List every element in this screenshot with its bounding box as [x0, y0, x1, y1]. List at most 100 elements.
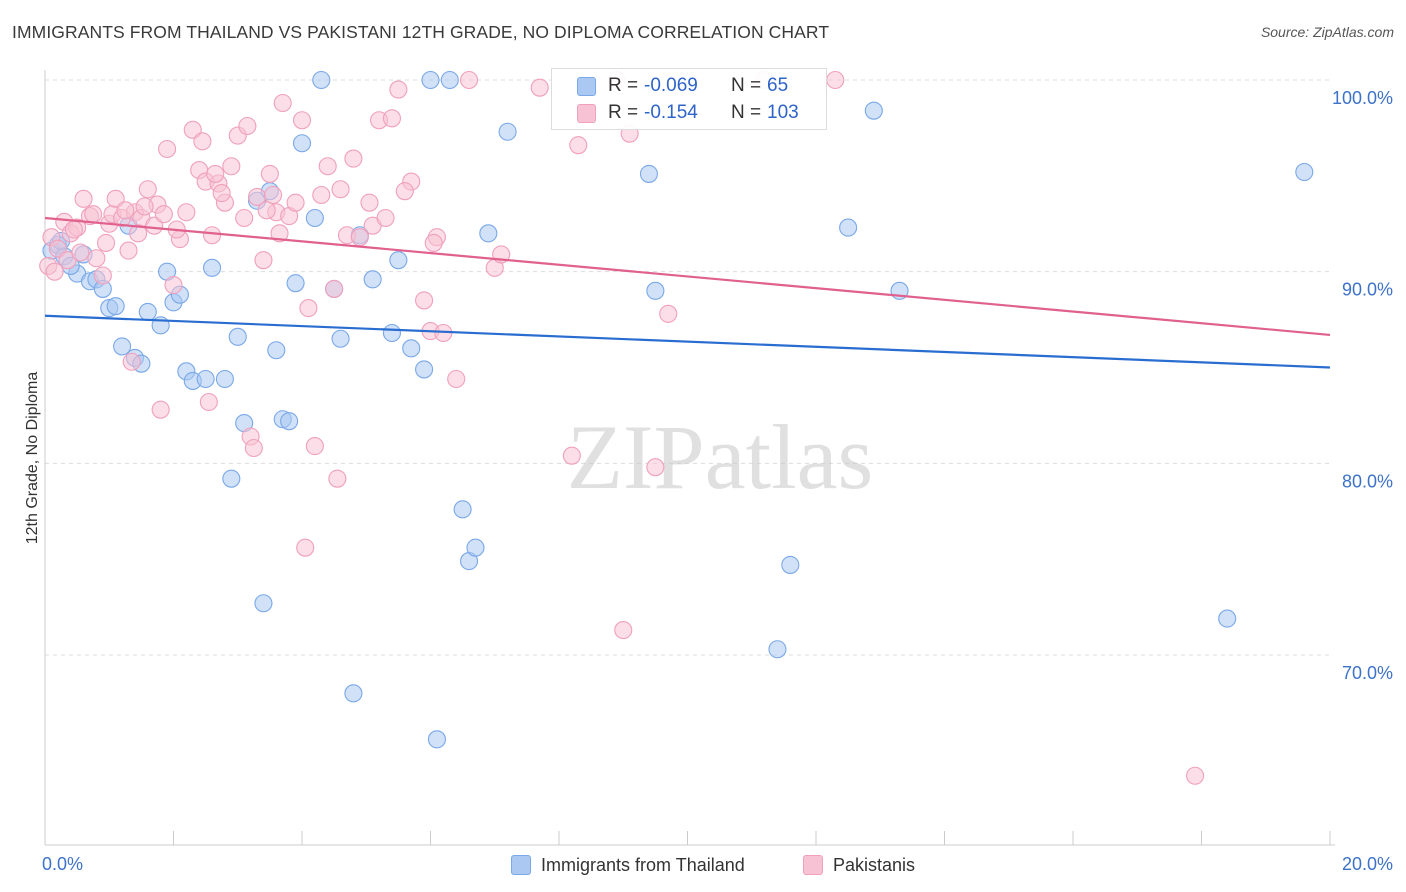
pakistanis-legend-swatch	[803, 855, 823, 875]
data-point	[781, 555, 800, 574]
data-point	[614, 621, 633, 640]
axes	[44, 70, 1335, 846]
legend-label-pakistanis: Pakistanis	[833, 854, 916, 875]
data-point	[440, 70, 459, 90]
data-point	[151, 400, 170, 419]
data-point	[164, 276, 183, 295]
data-point	[84, 205, 103, 224]
data-point	[498, 122, 517, 141]
data-point	[222, 469, 241, 488]
data-point	[382, 109, 402, 128]
data-point	[212, 184, 231, 203]
chart-title: IMMIGRANTS FROM THAILAND VS PAKISTANI 12…	[12, 22, 830, 42]
legend-item-thailand[interactable]: Immigrants from Thailand	[511, 852, 745, 878]
data-point	[64, 220, 83, 239]
data-point	[228, 327, 247, 346]
data-point	[479, 224, 498, 243]
data-point	[138, 302, 157, 321]
data-point	[466, 538, 485, 557]
data-point	[344, 149, 363, 168]
thailand-legend-swatch	[511, 855, 531, 875]
data-point	[280, 412, 299, 431]
data-point	[273, 93, 292, 113]
data-point	[305, 437, 324, 456]
data-point	[193, 132, 212, 151]
y-tick-label: 90.0%	[1342, 280, 1393, 300]
trend-lines	[44, 216, 1331, 369]
data-point	[71, 243, 90, 262]
thailand-swatch	[577, 76, 596, 96]
r-label: R =	[608, 102, 639, 123]
data-point	[154, 205, 173, 224]
data-point	[96, 233, 116, 252]
data-point	[267, 341, 286, 360]
legend-item-pakistanis[interactable]: Pakistanis	[803, 852, 915, 878]
data-point	[569, 136, 588, 155]
data-point	[447, 369, 466, 389]
data-point	[415, 291, 434, 310]
trend-line-1	[44, 216, 1331, 337]
data-point	[1186, 766, 1205, 785]
y-tick-labels: 70.0% 80.0% 90.0% 100.0%	[1332, 88, 1393, 683]
data-point	[402, 339, 421, 358]
data-point	[864, 101, 883, 120]
data-point	[453, 500, 472, 519]
r-value: -0.069	[644, 75, 698, 96]
data-point	[659, 304, 678, 323]
data-point	[238, 116, 257, 136]
data-point	[318, 157, 337, 176]
data-point	[292, 111, 312, 130]
data-point	[113, 337, 132, 356]
data-point	[562, 446, 581, 465]
data-point	[135, 197, 154, 216]
n-value: 65	[767, 75, 789, 96]
data-point	[530, 78, 549, 97]
x-tick-labels: 0.0% 20.0%	[42, 854, 1393, 874]
data-point	[116, 201, 135, 220]
data-point	[376, 208, 395, 228]
data-point	[646, 281, 665, 300]
trend-line-0	[44, 314, 1331, 369]
watermark: ZIPatlas	[567, 406, 874, 508]
data-point	[768, 640, 787, 659]
data-point	[203, 258, 222, 277]
data-point	[299, 299, 318, 318]
data-point	[129, 224, 148, 243]
data-point	[257, 201, 276, 220]
data-point	[312, 185, 331, 205]
data-point	[639, 164, 659, 183]
data-point	[360, 193, 379, 212]
data-point	[459, 70, 479, 90]
data-point	[199, 392, 218, 412]
data-point	[286, 274, 305, 293]
data-point	[87, 249, 106, 268]
data-point	[305, 208, 324, 228]
y-tick-label: 80.0%	[1342, 471, 1393, 491]
data-point	[177, 203, 196, 222]
data-point	[203, 226, 222, 245]
data-point	[119, 241, 138, 260]
data-point	[427, 730, 446, 749]
data-point	[415, 360, 434, 379]
data-point	[222, 157, 241, 176]
data-point	[382, 323, 402, 343]
data-point	[74, 189, 93, 208]
data-point	[45, 262, 64, 281]
legend-label-thailand: Immigrants from Thailand	[541, 854, 745, 875]
data-point	[344, 684, 363, 703]
data-point	[331, 180, 350, 199]
r-value: -0.154	[644, 102, 698, 123]
data-point	[286, 193, 305, 212]
data-point	[646, 458, 665, 477]
data-point	[421, 70, 440, 90]
data-point	[254, 594, 273, 613]
data-point	[292, 134, 312, 153]
data-point	[122, 352, 141, 371]
data-point	[1295, 162, 1314, 182]
data-point	[138, 180, 157, 199]
data-point	[254, 251, 273, 270]
stats-legend-box: R = -0.069 N = 65 R = -0.154 N = 103	[551, 68, 827, 130]
data-point	[395, 182, 414, 201]
r-label: R =	[608, 75, 639, 96]
data-point	[331, 329, 350, 348]
